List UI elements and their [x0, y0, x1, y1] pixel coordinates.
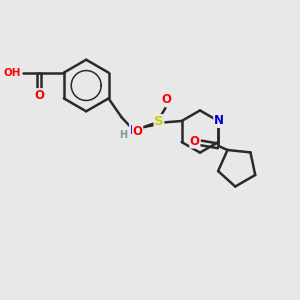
Text: O: O	[190, 135, 200, 148]
Text: H: H	[119, 130, 127, 140]
Text: N: N	[214, 115, 224, 128]
Text: O: O	[34, 89, 44, 102]
Text: OH: OH	[4, 68, 21, 78]
Text: N: N	[130, 124, 140, 136]
Text: S: S	[154, 115, 164, 128]
Text: O: O	[162, 93, 172, 106]
Text: O: O	[133, 125, 142, 138]
